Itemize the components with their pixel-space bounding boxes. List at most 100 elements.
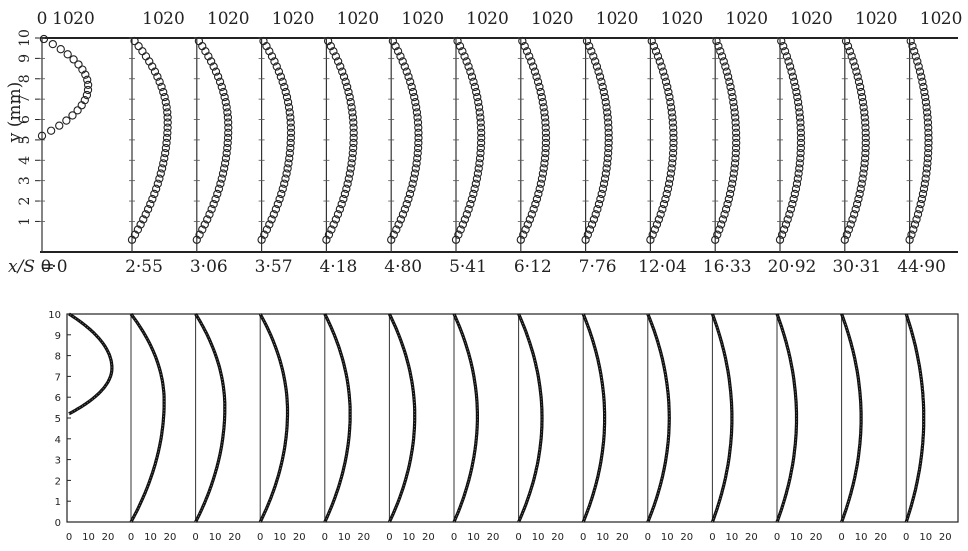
data-point (272, 62, 281, 71)
x-tick-label-bottom: 0 (66, 532, 72, 543)
x-tick-label-bottom: 10 (726, 532, 739, 543)
x-tick-label-bottom: 0 (128, 532, 134, 543)
data-point (471, 87, 481, 97)
data-point (475, 108, 484, 117)
data-point (652, 220, 662, 229)
data-point (604, 149, 613, 158)
data-point (520, 42, 529, 51)
data-point (843, 42, 853, 51)
data-point (159, 159, 168, 168)
data-point (349, 143, 358, 153)
data-point (793, 174, 802, 183)
data-point (665, 92, 674, 102)
data-point (411, 164, 420, 173)
data-point (260, 230, 269, 239)
data-point (536, 179, 546, 188)
data-point (195, 230, 204, 239)
data-point (790, 189, 800, 199)
x-tick-label-top: 10 (52, 9, 74, 29)
data-point (323, 36, 333, 46)
data-point (860, 154, 870, 163)
data-point (535, 82, 544, 92)
data-point (262, 225, 272, 234)
data-point (727, 87, 736, 97)
data-point (407, 82, 416, 92)
data-point (141, 210, 150, 219)
profile-line-dots (582, 313, 605, 523)
x-tick-label-top: 10 (790, 9, 812, 29)
profile-line (904, 313, 926, 523)
case-axis-label: x/S = (8, 257, 55, 277)
data-point (222, 103, 231, 112)
data-point (602, 103, 611, 112)
data-point (529, 205, 538, 214)
data-point (211, 67, 221, 76)
data-point (83, 80, 93, 90)
x-tick-label-bottom: 20 (422, 532, 435, 543)
data-point (791, 184, 801, 193)
data-point (458, 47, 467, 56)
data-point (348, 149, 357, 158)
data-point (603, 159, 612, 168)
data-point (795, 164, 804, 173)
data-point (658, 67, 668, 76)
data-point (470, 184, 479, 193)
data-point (342, 184, 351, 193)
data-point (286, 138, 295, 148)
data-point (286, 128, 296, 137)
data-point (286, 113, 295, 122)
data-point (912, 215, 921, 224)
data-point (82, 90, 92, 100)
data-point (907, 230, 916, 239)
data-point (343, 179, 352, 188)
x-tick-label-top: 10 (272, 9, 294, 29)
data-point (782, 52, 792, 61)
data-point (794, 103, 803, 112)
data-point (337, 199, 346, 209)
data-point (37, 131, 47, 140)
data-point (796, 118, 805, 127)
x-tick-label-top: 10 (531, 9, 553, 29)
data-point (530, 67, 540, 76)
data-point (519, 230, 528, 239)
data-point (599, 179, 609, 188)
data-point (730, 164, 739, 173)
data-point (792, 179, 802, 188)
data-point (540, 159, 549, 168)
data-point (924, 143, 933, 153)
y-tick-label: 2 (55, 476, 61, 487)
data-point (859, 169, 868, 178)
x-tick-label-top: 10 (207, 9, 229, 29)
data-point (796, 143, 806, 153)
data-point (217, 82, 226, 92)
data-point (68, 111, 77, 120)
data-point (159, 87, 168, 97)
data-point (396, 52, 405, 61)
data-point (604, 128, 613, 137)
data-point (775, 235, 785, 244)
data-point (219, 87, 228, 97)
data-point (664, 87, 673, 97)
x-tick-label-top: 20 (811, 9, 833, 29)
data-point (157, 164, 167, 173)
data-point (861, 143, 870, 153)
data-point (853, 72, 862, 81)
data-point (222, 149, 231, 158)
x-tick-label-bottom: 20 (293, 532, 306, 543)
data-point (160, 154, 169, 163)
data-point (516, 235, 525, 244)
data-point (658, 205, 667, 214)
data-point (223, 133, 233, 143)
data-point (161, 143, 171, 153)
data-point (920, 179, 930, 188)
data-point (531, 199, 540, 209)
data-point (796, 128, 806, 137)
data-point (223, 143, 232, 153)
data-point (589, 215, 599, 224)
data-point (473, 92, 482, 102)
data-point (46, 126, 56, 135)
y-tick-label: 7 (17, 95, 33, 104)
data-point (275, 194, 284, 204)
data-point (414, 133, 423, 143)
data-point (847, 52, 856, 61)
